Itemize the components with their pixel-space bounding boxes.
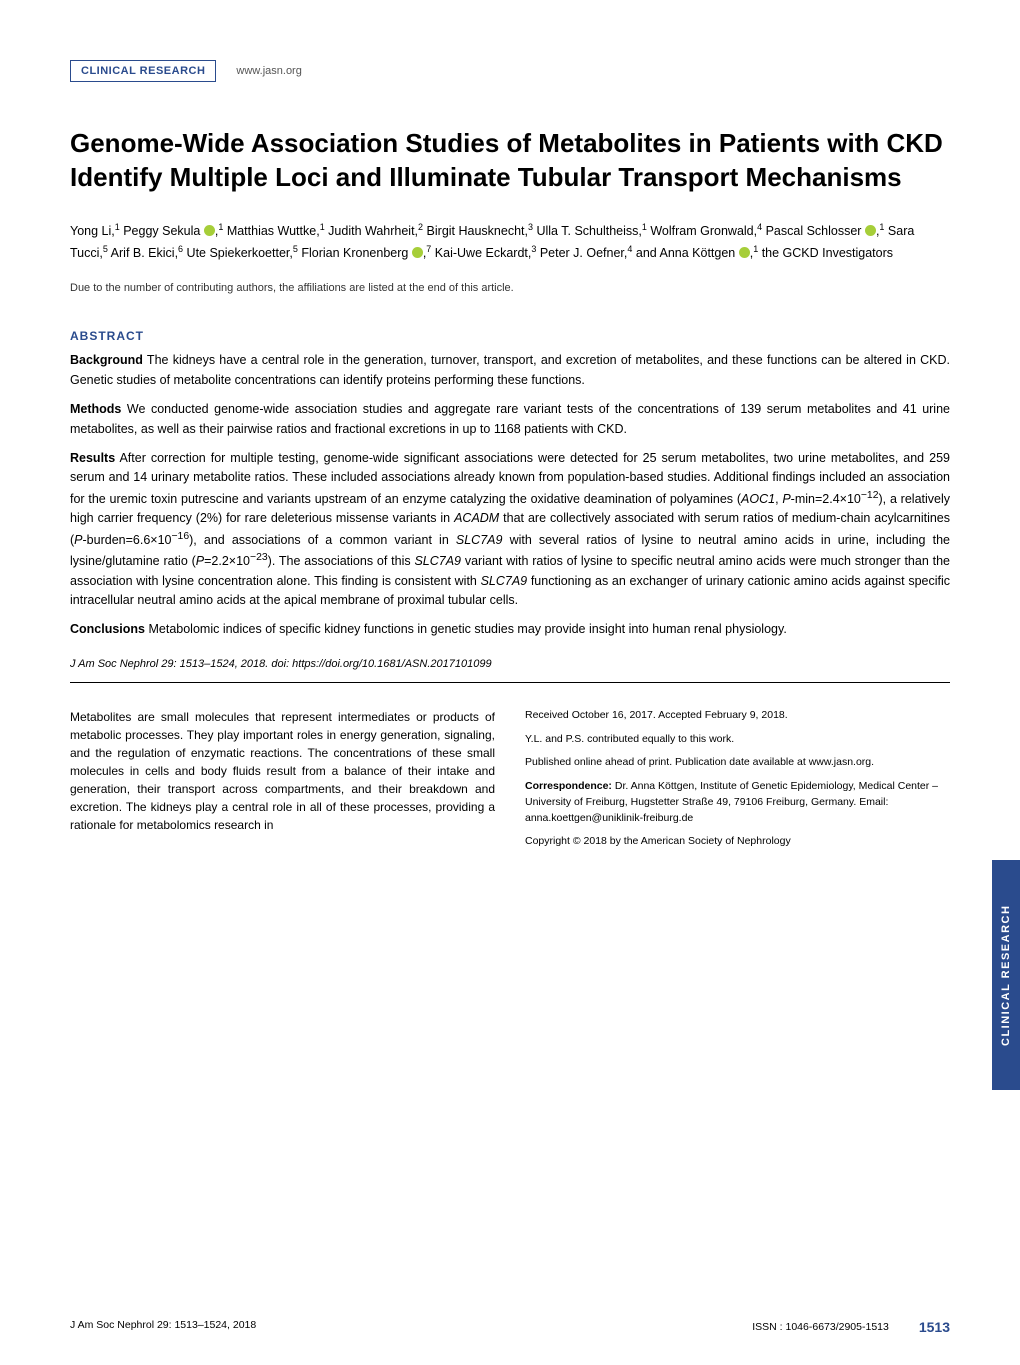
copyright: Copyright © 2018 by the American Society… bbox=[525, 834, 950, 850]
authors-list: Yong Li,1 Peggy Sekula ,1 Matthias Wuttk… bbox=[70, 220, 950, 265]
footer-issn: ISSN : 1046-6673/2905-1513 bbox=[752, 1321, 889, 1333]
footer-journal-ref: J Am Soc Nephrol 29: 1513–1524, 2018 bbox=[70, 1319, 256, 1335]
abstract-background: Background The kidneys have a central ro… bbox=[70, 351, 950, 390]
published-note: Published online ahead of print. Publica… bbox=[525, 755, 950, 771]
sidebar-tab: CLINICAL RESEARCH bbox=[992, 860, 1020, 1090]
contribution-note: Y.L. and P.S. contributed equally to thi… bbox=[525, 732, 950, 748]
footer-right: ISSN : 1046-6673/2905-1513 1513 bbox=[752, 1319, 950, 1335]
section-tag: CLINICAL RESEARCH bbox=[70, 60, 216, 82]
body-columns: Metabolites are small molecules that rep… bbox=[70, 708, 950, 858]
abstract-methods: Methods We conducted genome-wide associa… bbox=[70, 400, 950, 439]
header-row: CLINICAL RESEARCH www.jasn.org bbox=[70, 60, 950, 82]
correspondence: Correspondence: Dr. Anna Köttgen, Instit… bbox=[525, 779, 950, 826]
abstract-results: Results After correction for multiple te… bbox=[70, 449, 950, 610]
section-tag-text: CLINICAL RESEARCH bbox=[81, 65, 205, 77]
abstract-heading: ABSTRACT bbox=[70, 329, 950, 343]
received-accepted: Received October 16, 2017. Accepted Febr… bbox=[525, 708, 950, 724]
body-left-column: Metabolites are small molecules that rep… bbox=[70, 708, 495, 858]
affiliation-note: Due to the number of contributing author… bbox=[70, 282, 950, 294]
article-title: Genome-Wide Association Studies of Metab… bbox=[70, 127, 950, 195]
abstract-conclusions: Conclusions Metabolomic indices of speci… bbox=[70, 620, 950, 639]
body-right-column: Received October 16, 2017. Accepted Febr… bbox=[525, 708, 950, 858]
footer: J Am Soc Nephrol 29: 1513–1524, 2018 ISS… bbox=[70, 1319, 950, 1335]
citation: J Am Soc Nephrol 29: 1513–1524, 2018. do… bbox=[70, 658, 950, 670]
website-url: www.jasn.org bbox=[236, 65, 301, 77]
divider bbox=[70, 682, 950, 683]
page-number: 1513 bbox=[919, 1319, 950, 1335]
